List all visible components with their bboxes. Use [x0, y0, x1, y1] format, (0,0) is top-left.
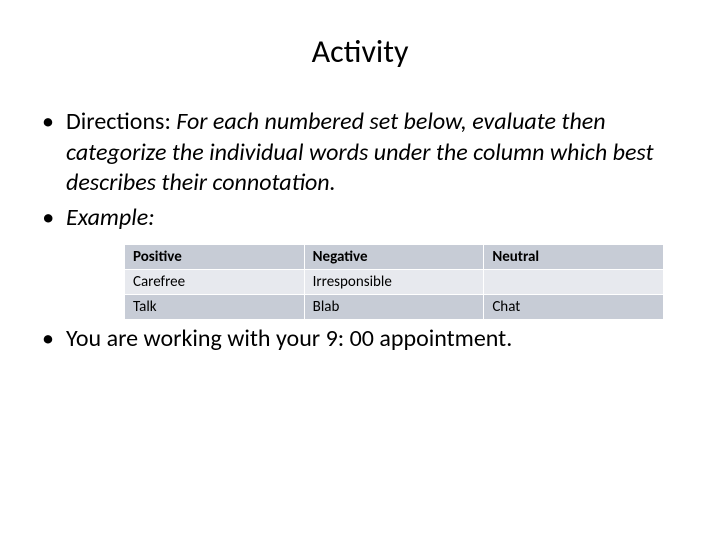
- example-table: Positive Negative Neutral Carefree Irres…: [124, 244, 664, 320]
- col-positive: Positive: [125, 244, 305, 269]
- bullet-list: Directions: For each numbered set below,…: [36, 107, 684, 234]
- table-header-row: Positive Negative Neutral: [125, 244, 664, 269]
- bullet-appointment: You are working with your 9: 00 appointm…: [36, 324, 684, 355]
- cell: Blab: [304, 294, 484, 319]
- page-title: Activity: [36, 32, 684, 71]
- cell: Chat: [484, 294, 664, 319]
- col-neutral: Neutral: [484, 244, 664, 269]
- example-table-wrap: Positive Negative Neutral Carefree Irres…: [124, 244, 664, 320]
- cell: Carefree: [125, 269, 305, 294]
- directions-label: Directions:: [66, 107, 176, 136]
- cell: Talk: [125, 294, 305, 319]
- cell: Irresponsible: [304, 269, 484, 294]
- table-row: Talk Blab Chat: [125, 294, 664, 319]
- col-negative: Negative: [304, 244, 484, 269]
- table-row: Carefree Irresponsible: [125, 269, 664, 294]
- bullet-directions: Directions: For each numbered set below,…: [36, 107, 684, 199]
- bullet-list-2: You are working with your 9: 00 appointm…: [36, 324, 684, 355]
- cell: [484, 269, 664, 294]
- bullet-example: Example:: [36, 203, 684, 234]
